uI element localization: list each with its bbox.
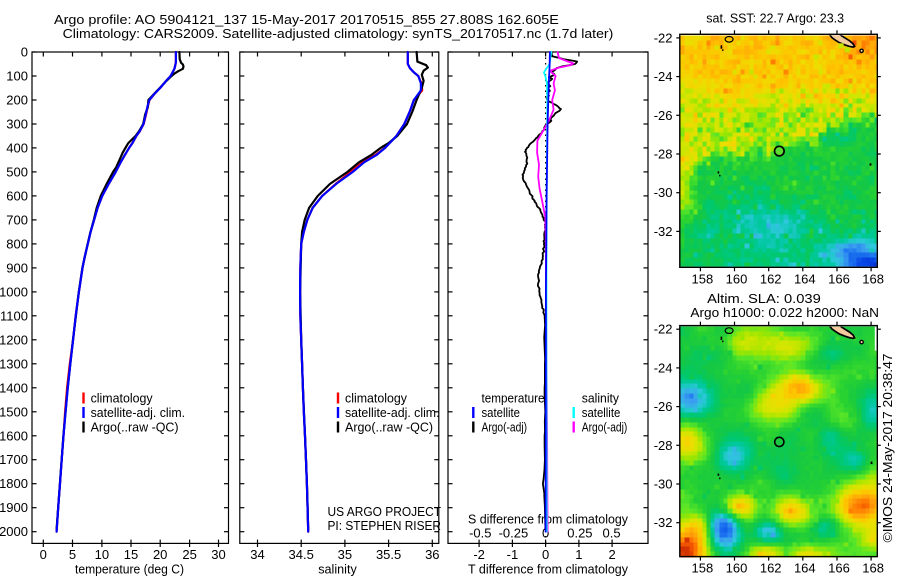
svg-text:©IMOS 24-May-2017 20:38:47: ©IMOS 24-May-2017 20:38:47 bbox=[880, 354, 895, 543]
svg-text:-26: -26 bbox=[654, 399, 673, 414]
svg-text:Argo h1000: 0.022 h2000: NaN: Argo h1000: 0.022 h2000: NaN bbox=[690, 305, 879, 320]
svg-text:Altim. SLA: 0.039: Altim. SLA: 0.039 bbox=[707, 291, 821, 306]
svg-text:-28: -28 bbox=[654, 147, 673, 162]
svg-text:Argo(..raw -QC): Argo(..raw -QC) bbox=[345, 420, 433, 435]
svg-text:T difference from climatology: T difference from climatology bbox=[468, 561, 628, 576]
svg-text:-24: -24 bbox=[654, 69, 673, 84]
svg-text:36: 36 bbox=[425, 547, 439, 562]
svg-text:Argo profile: AO 5904121_137 1: Argo profile: AO 5904121_137 15-May-2017… bbox=[54, 12, 559, 27]
svg-text:1700: 1700 bbox=[0, 452, 28, 467]
svg-text:300: 300 bbox=[6, 117, 28, 132]
svg-text:PI: STEPHEN RISER: PI: STEPHEN RISER bbox=[328, 518, 442, 533]
svg-text:160: 160 bbox=[726, 272, 748, 287]
svg-text:1600: 1600 bbox=[0, 428, 28, 443]
svg-text:1: 1 bbox=[575, 547, 582, 562]
svg-text:5: 5 bbox=[69, 547, 76, 562]
svg-text:0.25: 0.25 bbox=[567, 526, 592, 541]
svg-text:-1: -1 bbox=[507, 547, 519, 562]
svg-text:700: 700 bbox=[6, 212, 28, 227]
svg-text:1200: 1200 bbox=[0, 332, 28, 347]
svg-text:-30: -30 bbox=[654, 185, 673, 200]
svg-text:25: 25 bbox=[182, 547, 196, 562]
svg-text:-26: -26 bbox=[654, 108, 673, 123]
svg-text:166: 166 bbox=[828, 272, 850, 287]
svg-text:2000: 2000 bbox=[0, 524, 28, 539]
svg-text:0: 0 bbox=[542, 526, 549, 541]
svg-text:166: 166 bbox=[828, 561, 850, 576]
svg-text:1500: 1500 bbox=[0, 404, 28, 419]
svg-text:Argo(-adj): Argo(-adj) bbox=[582, 420, 628, 435]
svg-text:35: 35 bbox=[338, 547, 352, 562]
svg-text:168: 168 bbox=[862, 272, 884, 287]
svg-text:900: 900 bbox=[6, 260, 28, 275]
svg-text:US ARGO PROJECT: US ARGO PROJECT bbox=[328, 504, 442, 519]
svg-text:Climatology: CARS2009. Satelli: Climatology: CARS2009. Satellite-adjuste… bbox=[63, 26, 614, 41]
svg-text:1300: 1300 bbox=[0, 356, 28, 371]
svg-text:satellite: satellite bbox=[582, 405, 621, 420]
svg-text:salinity: salinity bbox=[318, 561, 357, 576]
svg-text:temperature: temperature bbox=[482, 391, 545, 406]
svg-text:35.5: 35.5 bbox=[376, 547, 401, 562]
svg-text:2: 2 bbox=[608, 547, 615, 562]
svg-text:1000: 1000 bbox=[0, 284, 28, 299]
svg-text:climatology: climatology bbox=[91, 391, 153, 406]
svg-text:-0.5: -0.5 bbox=[469, 526, 491, 541]
svg-text:500: 500 bbox=[6, 164, 28, 179]
svg-text:0: 0 bbox=[40, 547, 47, 562]
svg-text:-28: -28 bbox=[654, 438, 673, 453]
svg-text:164: 164 bbox=[794, 272, 816, 287]
svg-text:34: 34 bbox=[250, 547, 264, 562]
svg-text:Argo(..raw -QC): Argo(..raw -QC) bbox=[91, 420, 179, 435]
svg-text:160: 160 bbox=[726, 561, 748, 576]
svg-text:1800: 1800 bbox=[0, 476, 28, 491]
svg-text:10: 10 bbox=[95, 547, 109, 562]
svg-text:-24: -24 bbox=[654, 360, 673, 375]
svg-text:600: 600 bbox=[6, 188, 28, 203]
svg-text:-32: -32 bbox=[654, 515, 673, 530]
svg-text:20: 20 bbox=[153, 547, 167, 562]
svg-text:162: 162 bbox=[760, 272, 782, 287]
svg-text:0: 0 bbox=[21, 45, 28, 60]
svg-text:-22: -22 bbox=[654, 30, 673, 45]
svg-text:0: 0 bbox=[542, 547, 549, 562]
svg-text:salinity: salinity bbox=[582, 391, 620, 406]
svg-text:-2: -2 bbox=[473, 547, 485, 562]
svg-text:158: 158 bbox=[692, 561, 714, 576]
svg-text:-30: -30 bbox=[654, 477, 673, 492]
svg-text:200: 200 bbox=[6, 93, 28, 108]
svg-text:satellite: satellite bbox=[482, 405, 521, 420]
svg-text:800: 800 bbox=[6, 236, 28, 251]
svg-text:temperature (deg C): temperature (deg C) bbox=[75, 561, 184, 576]
svg-text:1900: 1900 bbox=[0, 500, 28, 515]
svg-text:-0.25: -0.25 bbox=[499, 526, 529, 541]
svg-text:30: 30 bbox=[211, 547, 225, 562]
svg-text:sat. SST: 22.7 Argo: 23.3: sat. SST: 22.7 Argo: 23.3 bbox=[706, 11, 844, 26]
svg-text:0.5: 0.5 bbox=[603, 526, 621, 541]
svg-text:100: 100 bbox=[6, 69, 28, 84]
svg-text:satellite-adj. clim.: satellite-adj. clim. bbox=[345, 405, 440, 420]
svg-text:34.5: 34.5 bbox=[289, 547, 314, 562]
svg-text:1400: 1400 bbox=[0, 380, 28, 395]
svg-text:climatology: climatology bbox=[345, 391, 407, 406]
svg-text:-22: -22 bbox=[654, 322, 673, 337]
svg-text:400: 400 bbox=[6, 140, 28, 155]
svg-text:168: 168 bbox=[862, 561, 884, 576]
svg-text:satellite-adj. clim.: satellite-adj. clim. bbox=[91, 405, 186, 420]
svg-text:162: 162 bbox=[760, 561, 782, 576]
svg-text:Argo(-adj): Argo(-adj) bbox=[482, 420, 528, 435]
svg-text:15: 15 bbox=[124, 547, 138, 562]
svg-text:164: 164 bbox=[794, 561, 816, 576]
svg-text:158: 158 bbox=[692, 272, 714, 287]
svg-text:-32: -32 bbox=[654, 224, 673, 239]
svg-text:1100: 1100 bbox=[0, 308, 28, 323]
